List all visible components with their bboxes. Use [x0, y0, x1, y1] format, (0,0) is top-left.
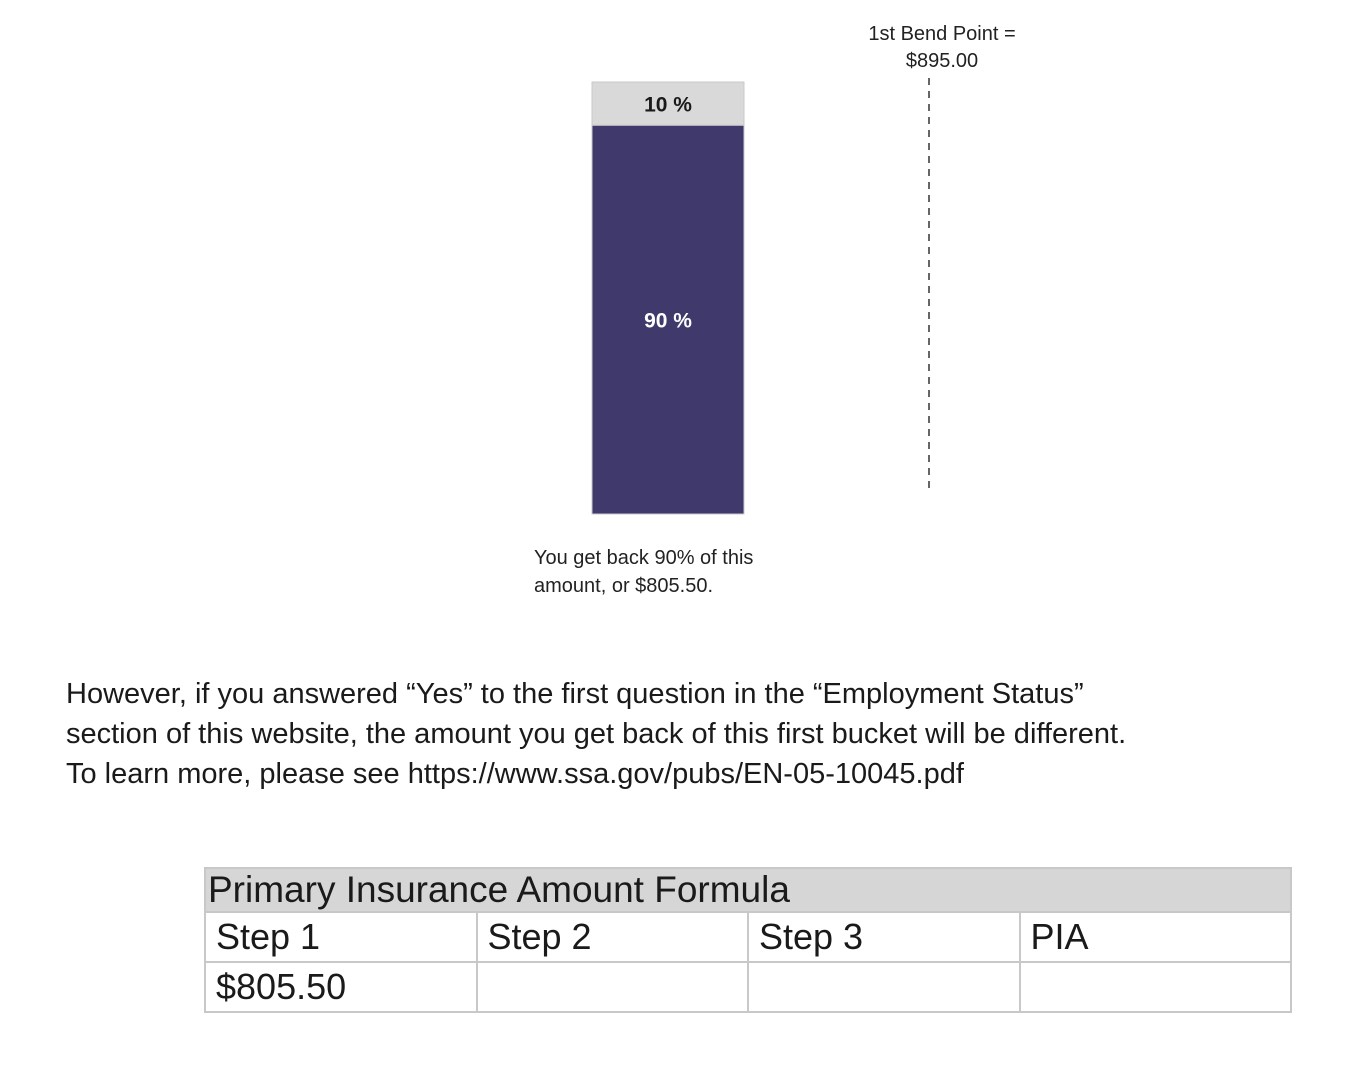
table-title: Primary Insurance Amount Formula	[204, 867, 1292, 913]
table-header-row: Step 1 Step 2 Step 3 PIA	[204, 911, 1292, 963]
table-title-row: Primary Insurance Amount Formula	[204, 867, 1292, 913]
header-step-3: Step 3	[747, 911, 1021, 963]
cell-step-3	[747, 961, 1021, 1013]
header-step-1: Step 1	[204, 911, 478, 963]
bar-label-90-percent: 90 %	[644, 310, 692, 333]
bend-point-label-line1: 1st Bend Point =	[868, 23, 1015, 45]
chart-caption-line2: amount, or $805.50.	[534, 575, 713, 597]
cell-step-2	[475, 961, 749, 1013]
cell-step-1: $805.50	[204, 961, 478, 1013]
note-line-3: To learn more, please see https://www.ss…	[66, 758, 964, 790]
cell-pia	[1018, 961, 1292, 1013]
bar-label-10-percent: 10 %	[644, 94, 692, 117]
bar-segment-10-percent	[591, 81, 745, 126]
header-pia: PIA	[1018, 911, 1292, 963]
pia-formula-table: Primary Insurance Amount Formula Step 1 …	[204, 867, 1292, 1013]
bend-point-label-line2: $895.00	[906, 50, 978, 72]
header-step-2: Step 2	[475, 911, 749, 963]
note-line-2: section of this website, the amount you …	[66, 718, 1127, 750]
bucket-chart: 1st Bend Point = $895.00 90 % 10 % You ge…	[534, 23, 1016, 597]
employment-status-note: However, if you answered “Yes” to the fi…	[66, 674, 1356, 794]
table-row: $805.50	[204, 961, 1292, 1013]
note-line-1: However, if you answered “Yes” to the fi…	[66, 678, 1084, 710]
bar-segment-90-percent	[591, 124, 745, 515]
chart-caption-line1: You get back 90% of this	[534, 547, 753, 569]
